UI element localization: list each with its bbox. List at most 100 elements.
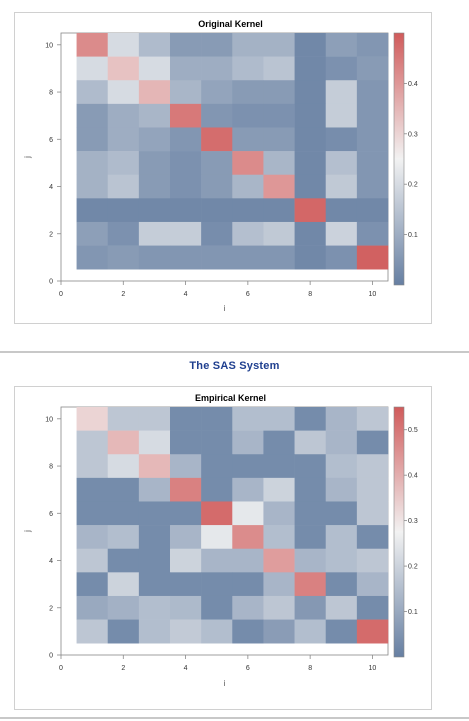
heatmap-cell: [77, 454, 108, 478]
heatmap-cell: [295, 549, 326, 573]
heatmap-cell: [170, 431, 201, 455]
chart-title: Empirical Kernel: [195, 393, 266, 403]
heatmap-cell: [295, 572, 326, 596]
heatmap-cell: [295, 596, 326, 620]
heatmap-cell: [232, 431, 263, 455]
heatmap-cell: [201, 431, 232, 455]
heatmap-cell: [263, 501, 294, 525]
heatmap-cell: [201, 407, 232, 431]
y-tick-label: 8: [49, 464, 53, 471]
heatmap-cell: [108, 431, 139, 455]
heatmap-cell: [170, 572, 201, 596]
heatmap-cell: [326, 525, 357, 549]
colorbar-tick-label: 0.3: [408, 518, 418, 525]
colorbar-tick-label: 0.1: [408, 609, 418, 616]
heatmap-cell: [201, 572, 232, 596]
heatmap-cell: [263, 407, 294, 431]
x-axis-label: i: [224, 679, 226, 688]
heatmap-cell: [232, 454, 263, 478]
heatmap-cell: [232, 478, 263, 502]
heatmap-cell: [108, 525, 139, 549]
heatmap-cell: [77, 431, 108, 455]
x-tick-label: 4: [184, 665, 188, 672]
heatmap-cell: [232, 620, 263, 644]
heatmap-cell: [108, 620, 139, 644]
heatmap-cell: [139, 525, 170, 549]
heatmap-cell: [108, 407, 139, 431]
heatmap-cell: [77, 501, 108, 525]
heatmap-cell: [139, 407, 170, 431]
heatmap-cell: [201, 549, 232, 573]
heatmap-cell: [357, 431, 388, 455]
heatmap-cell: [108, 478, 139, 502]
heatmap-cell: [170, 407, 201, 431]
heatmap-cell: [357, 454, 388, 478]
x-tick-label: 2: [121, 665, 125, 672]
heatmap-cell: [139, 596, 170, 620]
heatmap-cell: [170, 478, 201, 502]
heatmap-cell: [326, 620, 357, 644]
heatmap-cell: [357, 596, 388, 620]
heatmap-cell: [326, 596, 357, 620]
heatmap-cell: [232, 407, 263, 431]
heatmap-cell: [357, 549, 388, 573]
colorbar-tick-label: 0.2: [408, 564, 418, 571]
heatmap-cell: [326, 431, 357, 455]
heatmap-cell: [108, 596, 139, 620]
heatmap-cell: [295, 501, 326, 525]
colorbar-tick-label: 0.5: [408, 427, 418, 434]
heatmap-cell: [139, 478, 170, 502]
heatmap-cell: [357, 620, 388, 644]
heatmap-cell: [139, 572, 170, 596]
heatmap-cell: [326, 454, 357, 478]
heatmap-cell: [232, 501, 263, 525]
heatmap-cell: [77, 549, 108, 573]
heatmap-cell: [263, 525, 294, 549]
x-tick-label: 8: [308, 665, 312, 672]
y-tick-label: 10: [45, 416, 53, 423]
heatmap-cell: [170, 525, 201, 549]
heatmap-cell: [263, 454, 294, 478]
y-tick-label: 4: [49, 558, 53, 565]
heatmap-cell: [139, 454, 170, 478]
heatmap-cell: [357, 572, 388, 596]
heatmap-cell: [108, 454, 139, 478]
heatmap-cell: [77, 596, 108, 620]
heatmap-cell: [170, 549, 201, 573]
heatmap-cell: [170, 596, 201, 620]
heatmap-cell: [232, 525, 263, 549]
heatmap-cell: [139, 501, 170, 525]
heatmap-cell: [326, 407, 357, 431]
heatmap-cell: [263, 596, 294, 620]
y-tick-label: 2: [49, 605, 53, 612]
heatmap-cell: [326, 478, 357, 502]
heatmap-cell: [77, 478, 108, 502]
heatmap-cell: [108, 501, 139, 525]
heatmap-cell: [170, 620, 201, 644]
heatmap-cell: [263, 572, 294, 596]
colorbar-tick-label: 0.4: [408, 473, 418, 480]
heatmap-cell: [295, 525, 326, 549]
heatmap-cell: [201, 454, 232, 478]
heatmap-cell: [357, 501, 388, 525]
heatmap-cell: [295, 620, 326, 644]
heatmap-cell: [295, 454, 326, 478]
heatmap-cell: [77, 572, 108, 596]
heatmap-cell: [295, 431, 326, 455]
heatmap-cell: [139, 549, 170, 573]
heatmap-cell: [77, 525, 108, 549]
heatmap-cell: [201, 596, 232, 620]
y-tick-label: 6: [49, 511, 53, 518]
heatmap-cell: [108, 572, 139, 596]
x-tick-label: 6: [246, 665, 250, 672]
heatmap-cell: [263, 478, 294, 502]
heatmap-cell: [263, 431, 294, 455]
y-axis-label: j: [23, 530, 32, 533]
heatmap-cell: [201, 525, 232, 549]
y-tick-label: 0: [49, 653, 53, 660]
heatmap-cell: [326, 501, 357, 525]
heatmap-cell: [357, 478, 388, 502]
heatmap-cell: [326, 572, 357, 596]
heatmap-cell: [232, 572, 263, 596]
